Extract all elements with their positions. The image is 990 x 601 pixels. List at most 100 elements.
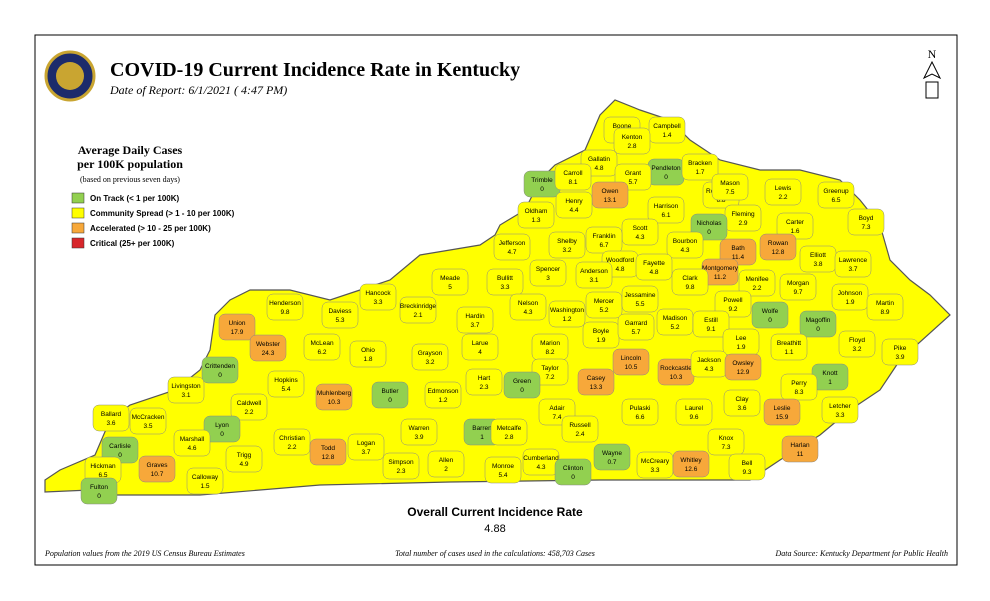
county [648,116,686,144]
county [486,268,524,296]
county-value: 7.3 [721,444,730,451]
county-value: 3.1 [589,277,598,284]
county-name: Hickman [90,463,116,470]
county-value: 9.6 [689,414,698,421]
county [751,301,789,329]
county-value: 1.4 [662,132,671,139]
county [173,429,211,457]
county-name: Larue [472,340,489,347]
county-value: 4 [478,349,482,356]
county [427,450,465,478]
county-value: 3.3 [500,284,509,291]
county-name: Carlisle [109,443,131,450]
county [555,191,593,219]
county [484,456,522,484]
county-value: 11 [797,451,804,458]
county-name: Fleming [731,211,755,218]
county-value: 4.8 [649,269,658,276]
county-value: 1.9 [596,337,605,344]
county [657,358,695,386]
county-name: Elliott [810,252,826,259]
county [522,448,560,476]
county [201,356,239,384]
county-name: Spencer [536,266,561,273]
county-value: 6.6 [635,414,644,421]
legend-label: Accelerated (> 10 - 25 per 100K) [90,224,211,233]
county [167,376,205,404]
county [613,127,651,155]
footer-left: Population values from the 2019 US Censu… [44,549,245,558]
county [548,231,586,259]
legend-title: per 100K population [77,157,183,171]
county-name: Clinton [563,465,584,472]
county [821,396,859,424]
county-value: 7.4 [552,414,561,421]
county [218,313,256,341]
county-name: Nelson [518,300,539,307]
county [585,226,623,254]
county-name: Clay [735,396,749,403]
county-value: 12.8 [322,454,335,461]
county [780,373,818,401]
county-value: 6.5 [98,472,107,479]
county-name: Magoffin [806,317,831,324]
county-name: Harrison [654,203,679,210]
county [554,163,592,191]
county [225,445,263,473]
county [711,173,749,201]
county [779,273,817,301]
county-name: Perry [791,380,807,387]
county [411,343,449,371]
county-name: Jefferson [499,240,526,247]
county-name: Trimble [531,177,553,184]
county-name: Owen [602,188,619,195]
county-name: Monroe [492,463,514,470]
county [129,407,167,435]
county-name: Wayne [602,450,622,457]
county [612,348,650,376]
legend-swatch [71,207,85,219]
county-name: Rowan [768,240,789,247]
county [681,153,719,181]
county-name: Shelby [557,238,578,245]
county-value: 11.4 [732,254,745,261]
county-name: Muhlenberg [317,390,352,397]
county-value: 5.4 [498,472,507,479]
county [585,291,623,319]
county [92,404,130,432]
county [490,418,528,446]
county-value: 10.7 [151,471,164,478]
county [647,158,685,186]
county-name: Calloway [192,474,219,481]
county-value: 1.2 [438,397,447,404]
county-name: Hopkins [274,377,298,384]
county-value: 3.3 [650,467,659,474]
county [672,450,710,478]
county [80,477,118,505]
county-name: Bath [731,245,745,252]
county-name: Hardin [465,313,485,320]
county-name: Boyd [859,215,874,222]
footer-center: Total number of cases used in the calcul… [395,549,595,558]
county-value: 4.3 [523,309,532,316]
county-value: 0 [707,229,711,236]
county [714,290,752,318]
county-value: 10.5 [625,364,638,371]
county-value: 0 [218,372,222,379]
county-name: Harlan [790,442,810,449]
compass-icon [922,60,942,99]
county-name: Lee [736,335,747,342]
county-name: Livingston [171,383,201,390]
county-name: Estill [704,317,718,324]
county-name: Pulaski [630,405,651,412]
county-value: 2.2 [244,409,253,416]
county-value: 11.2 [714,274,727,281]
county-name: Clark [682,275,698,282]
county [203,415,241,443]
county-value: 5.7 [631,329,640,336]
county-name: Pike [894,345,907,352]
county [249,334,287,362]
county-value: 3.1 [181,392,190,399]
county [692,310,730,338]
